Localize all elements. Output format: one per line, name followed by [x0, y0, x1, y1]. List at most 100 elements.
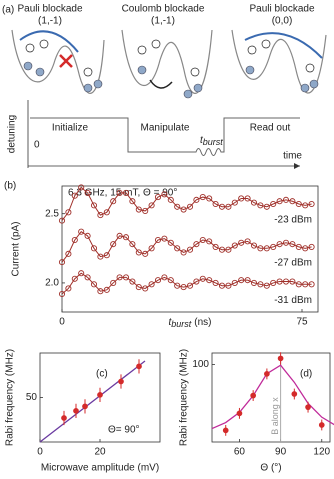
data-point [90, 202, 98, 209]
y-axis-label: Rabi frequency (MHz) [5, 349, 16, 446]
data-point [78, 184, 85, 191]
data-point [78, 228, 85, 235]
stage-title: Pauli blockade [17, 4, 82, 15]
y-tick-label: 2.5 [45, 208, 59, 219]
data-point [84, 274, 91, 281]
data-point [218, 282, 226, 289]
data-point [65, 209, 72, 216]
series-label: -27 dBm [274, 258, 312, 269]
x-tick-label: 120 [313, 447, 330, 458]
y-tick-label: 50 [26, 392, 38, 403]
panel-label: (a) [2, 5, 14, 16]
data-point [282, 278, 290, 285]
data-point [97, 288, 104, 295]
y-axis-label: Current (pA) [11, 221, 22, 276]
data-point [71, 192, 78, 199]
data-point [250, 392, 257, 399]
data-point [180, 284, 187, 291]
data-point [135, 206, 142, 213]
x-label-main: t [168, 317, 172, 328]
data-point [218, 246, 226, 253]
stage-title: Pauli blockade [249, 4, 314, 15]
data-point [238, 277, 245, 284]
plot-frame [61, 185, 319, 313]
plot-frame [211, 352, 331, 443]
x-axis-label: tburst (ns) [168, 317, 211, 330]
data-point [193, 241, 200, 248]
stage-state: (0,0) [272, 16, 293, 27]
data-point [289, 198, 296, 205]
data-point [276, 198, 283, 205]
tunnel-arrow [19, 30, 79, 53]
series-label: -23 dBm [274, 215, 312, 226]
data-point [282, 239, 290, 246]
stage-state: (1,-1) [38, 16, 62, 27]
data-point [136, 363, 142, 370]
data-point [148, 202, 155, 209]
data-point [244, 238, 251, 245]
data-point [277, 355, 284, 362]
stage-state: (1,-1) [151, 16, 175, 27]
panel-label: (d) [300, 369, 312, 380]
data-point [308, 243, 315, 250]
data-point [97, 212, 104, 219]
y-tick-label: 100 [192, 359, 209, 370]
data-point [135, 249, 142, 256]
data-point [193, 278, 200, 285]
data-point [103, 286, 110, 293]
data-point [116, 189, 123, 196]
data-point [78, 270, 85, 277]
data-point [199, 275, 206, 282]
y-axis-label: Rabi frequency (MHz) [179, 349, 190, 446]
data-point [58, 217, 66, 224]
data-point [231, 199, 238, 206]
data-point [276, 278, 283, 285]
data-point [129, 198, 136, 205]
data-point [142, 285, 149, 292]
data-point [110, 241, 117, 248]
data-point [270, 200, 277, 208]
annotation: Θ= 90° [108, 425, 140, 436]
data-point [103, 209, 110, 216]
data-point [222, 427, 229, 434]
potential-sketch [11, 29, 105, 94]
data-point [282, 196, 290, 203]
data-point [186, 282, 194, 289]
exchange-arrow [149, 79, 173, 89]
data-point [116, 274, 123, 281]
data-point [257, 202, 264, 209]
data-point [231, 242, 238, 249]
data-point [199, 194, 206, 201]
data-point [212, 200, 219, 208]
panel-label: (c) [96, 369, 108, 380]
data-point [305, 404, 311, 411]
stage-title: Coulomb blockade [122, 4, 205, 15]
data-point [142, 207, 149, 214]
data-point [289, 278, 296, 285]
data-point [257, 245, 264, 252]
data-point [212, 243, 219, 250]
data-point [225, 282, 232, 289]
data-point [84, 189, 91, 196]
data-point [302, 202, 309, 209]
data-point [154, 236, 162, 244]
blocked-mark [59, 54, 73, 68]
x-tick-label: 90 [275, 447, 287, 458]
data-point [225, 246, 232, 253]
data-point [244, 195, 251, 202]
data-point [263, 203, 270, 210]
x-label-unit: (ns) [194, 317, 211, 328]
data-point [154, 194, 162, 201]
data-point [122, 234, 130, 241]
data-point [225, 203, 232, 210]
data-point [308, 200, 315, 208]
data-point [186, 203, 194, 210]
pulse-sub: burst [203, 137, 224, 147]
x-axis-label: Θ (°) [260, 463, 281, 474]
data-point [122, 189, 130, 196]
data-point [174, 203, 181, 210]
x-axis-label: Microwave amplitude (mV) [41, 463, 159, 474]
data-point [116, 232, 123, 239]
pulse-t: t [200, 135, 204, 146]
data-point [135, 284, 142, 291]
